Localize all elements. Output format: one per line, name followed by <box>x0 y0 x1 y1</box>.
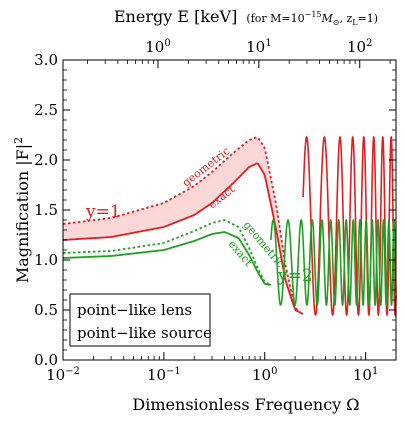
top-axis-note-sep: , z <box>339 12 352 25</box>
y-tick-label: 3.0 <box>34 51 58 69</box>
band-y1 <box>63 137 296 310</box>
legend-frame <box>69 293 211 347</box>
top-tick-label: 102 <box>347 38 372 56</box>
y-tick-label: 1.5 <box>34 201 58 219</box>
series-y1-exact <box>62 162 304 315</box>
y-tick-label: 1.0 <box>34 251 58 269</box>
legend-line1: point−like lens <box>77 301 192 319</box>
label-y1: y=1 <box>85 202 121 222</box>
top-tick-label: 101 <box>246 38 271 56</box>
x-tick-label: 10−2 <box>46 366 80 384</box>
x-tick-label: 10−1 <box>147 366 181 384</box>
axes: 0.0 0.5 1.0 1.5 2.0 2.5 3.0 10−2 10−1 100 101 100 10… <box>34 38 397 384</box>
y-axis-label: Magnification |F|2 <box>12 137 32 283</box>
x-axis-label: Dimensionless Frequency Ω <box>132 395 359 414</box>
x-tick-label: 100 <box>252 366 277 384</box>
x-tick-label: 101 <box>353 366 378 384</box>
y-axis-label-sup: 2 <box>12 137 25 144</box>
top-axis-note-suffix: =1) <box>358 12 379 25</box>
plot-area <box>62 135 397 317</box>
series-y2-exact <box>62 231 272 286</box>
oscillation-green <box>270 218 397 307</box>
top-axis-note-prefix: (for M=10 <box>246 12 304 25</box>
y-tick-label: 2.5 <box>34 101 58 119</box>
legend-box: point−like lens point−like source <box>69 293 212 347</box>
top-axis-note-exp: −15 <box>305 10 322 19</box>
top-axis-note-mid: M <box>321 12 334 25</box>
legend-line2: point−like source <box>77 324 212 342</box>
y-tick-label: 0.0 <box>34 351 58 369</box>
y-tick-label: 2.0 <box>34 151 58 169</box>
top-axis-note-sub: ⊙ <box>333 18 340 27</box>
series-y1-geometric <box>62 136 304 316</box>
top-axis-title-main: Energy E [keV] <box>114 7 237 26</box>
top-axis-title: Energy E [keV] (for M=10−15M⊙, zL=1) <box>114 7 378 27</box>
oscillation-red <box>302 135 397 317</box>
y-tick-label: 0.5 <box>34 301 58 319</box>
y-axis-label-main: Magnification |F| <box>13 144 32 283</box>
label-y2: y=2 <box>277 266 313 286</box>
top-axis-note-zsub: L <box>352 18 358 27</box>
top-tick-label: 100 <box>145 38 170 56</box>
